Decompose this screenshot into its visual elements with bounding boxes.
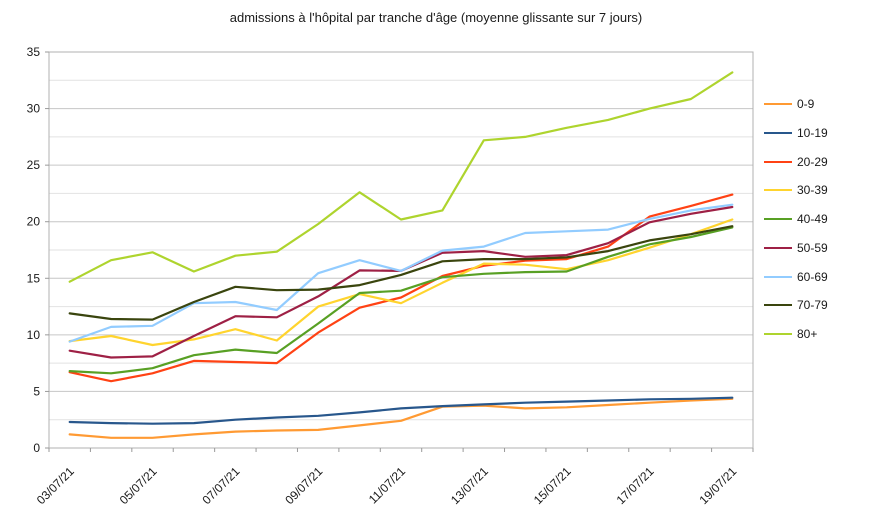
x-axis-label: 07/07/21 [200,464,243,507]
series-line-0-9 [68,397,734,439]
y-axis-label: 35 [27,45,41,59]
y-axis-label: 5 [33,384,40,398]
x-axis-label: 15/07/21 [531,464,574,507]
y-axis-label: 20 [27,215,41,229]
x-axis-label: 05/07/21 [117,464,160,507]
y-axis-label: 10 [27,328,41,342]
chart-title: admissions à l'hôpital par tranche d'âge… [229,10,643,25]
x-axis-label: 13/07/21 [448,464,491,507]
series-line-80+ [68,71,734,283]
y-axis-label: 15 [27,271,41,285]
x-axis-label: 03/07/21 [34,464,77,507]
x-axis-label: 09/07/21 [282,464,325,507]
series-line-40-49 [68,226,734,375]
series-line-60-69 [68,203,734,343]
y-axis-label: 30 [27,102,41,116]
y-axis-label: 0 [33,441,40,455]
y-axis-label: 25 [27,158,41,172]
plot-frame [48,51,754,449]
x-axis-label: 17/07/21 [614,464,657,507]
series-line-30-39 [68,218,734,347]
x-axis-label: 11/07/21 [366,464,409,507]
series-line-10-19 [68,396,734,425]
series-line-70-79 [68,225,734,321]
x-axis-label: 19/07/21 [696,464,739,507]
